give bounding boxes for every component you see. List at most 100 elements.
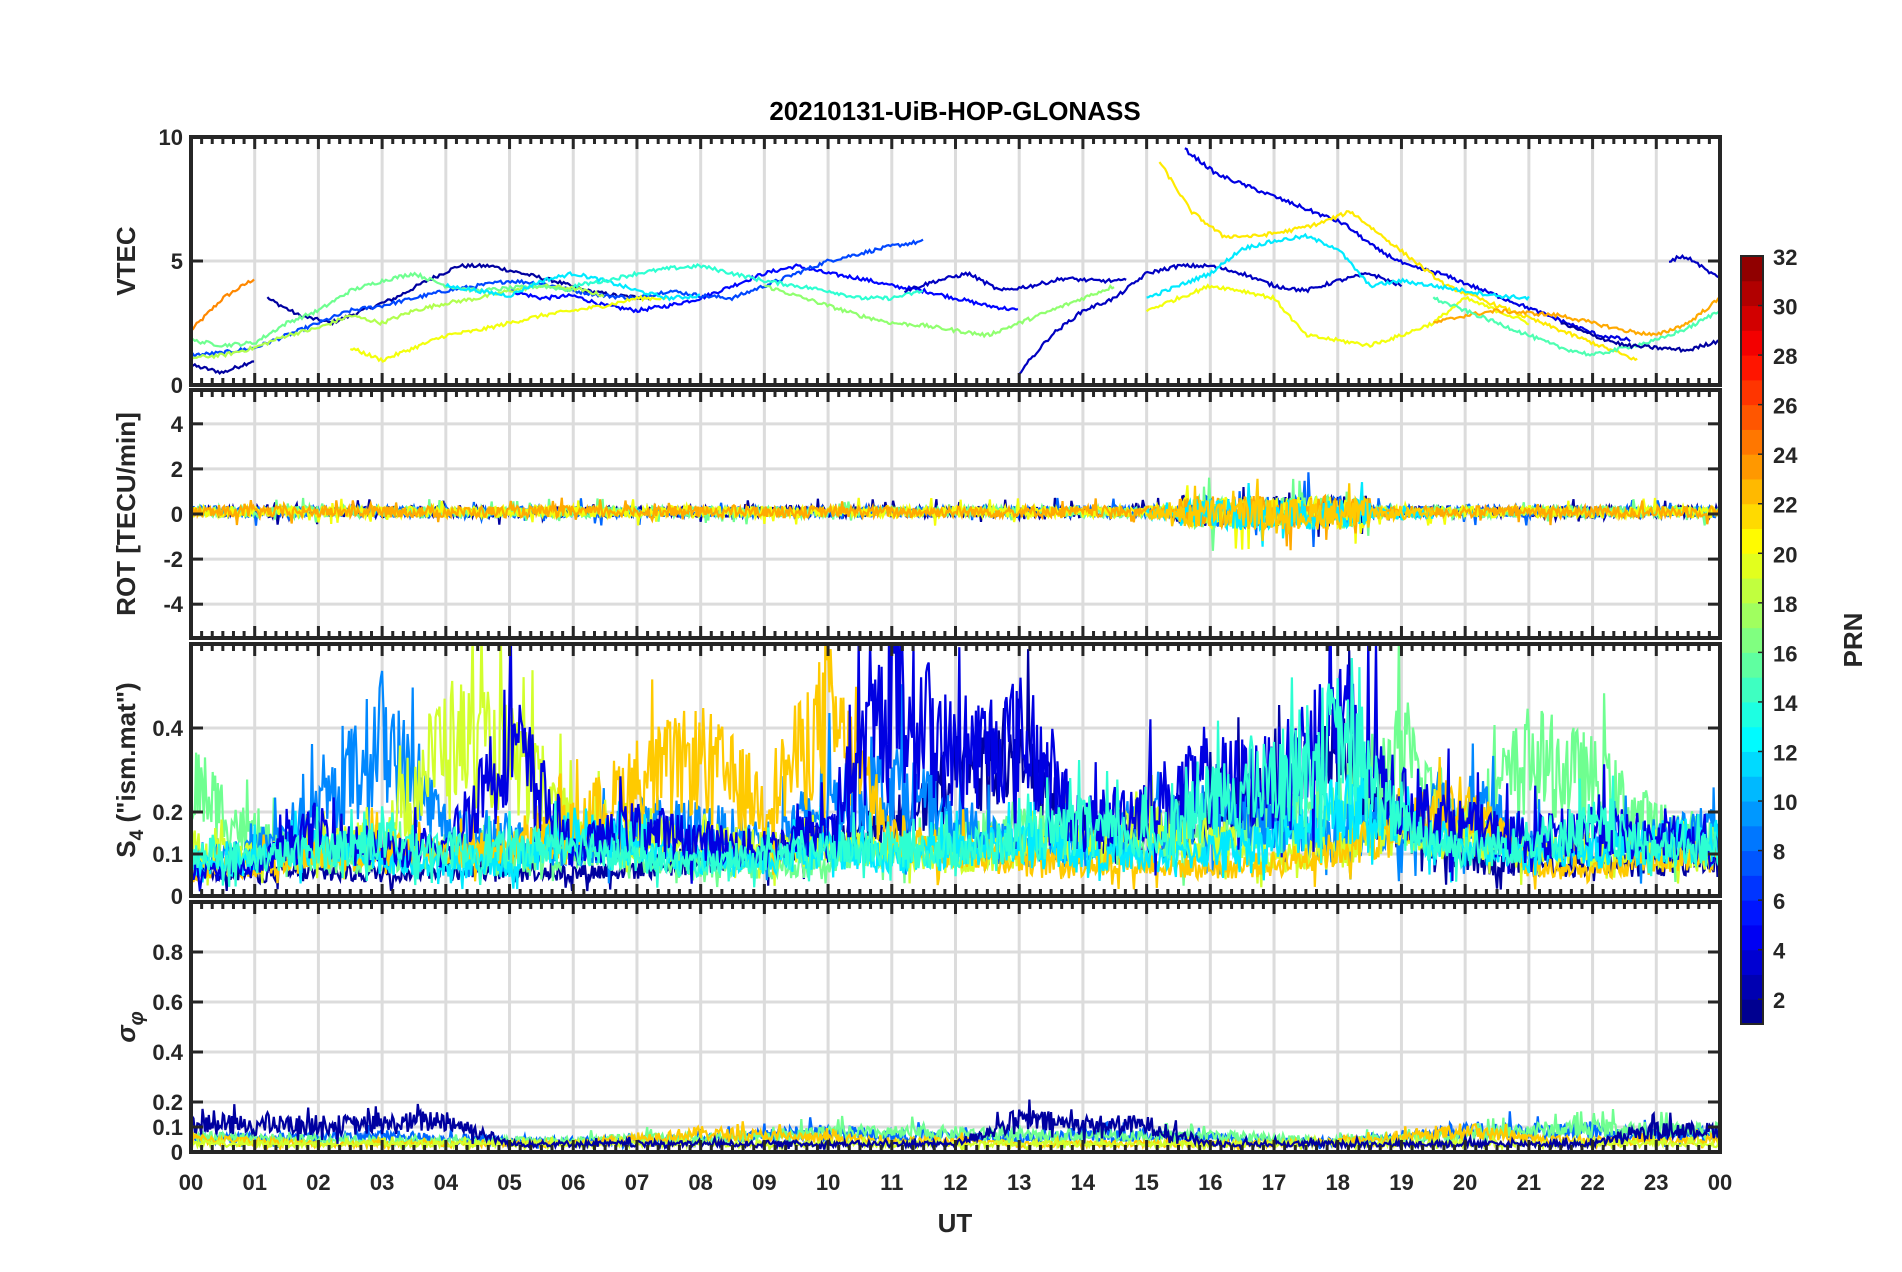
colorbar-box	[1740, 255, 1764, 1025]
colorbar-tick-label: 12	[1773, 740, 1797, 765]
panel-s4: 0 0.1 0.2 0.4S4 ("ism.mat")	[111, 642, 1722, 909]
colorbar-band	[1741, 900, 1763, 926]
x-tick-label: 05	[497, 1170, 521, 1195]
colorbar-band	[1741, 478, 1763, 505]
x-tick-label: 08	[688, 1170, 712, 1195]
panel-sigma-phi: 00.10.2 0.4 0.6 0.8 σφ	[111, 900, 1722, 1165]
x-tick-label: 16	[1198, 1170, 1222, 1195]
colorbar-band	[1741, 677, 1763, 703]
series-prn-17	[763, 284, 1115, 339]
x-tick-label: 06	[561, 1170, 585, 1195]
x-tick-label: 21	[1517, 1170, 1541, 1195]
y-axis-label: S4 ("ism.mat")	[111, 682, 148, 857]
y-tick-label: -2	[163, 547, 183, 572]
y-tick-label: 4	[171, 412, 184, 437]
series-prn-12	[1146, 232, 1530, 301]
series-prn-14	[191, 657, 1720, 888]
colorbar-band	[1741, 875, 1763, 901]
x-tick-label: 17	[1262, 1170, 1286, 1195]
colorbar-tick-label: 14	[1773, 691, 1798, 716]
colorbar-band	[1741, 553, 1763, 579]
y-tick-label: 0.1	[152, 1115, 183, 1140]
x-tick-label: 10	[816, 1170, 840, 1195]
colorbar-tick-label: 8	[1773, 840, 1785, 865]
y-tick-label: 0.8	[152, 940, 183, 965]
chart-title: 20210131-UiB-HOP-GLONASS	[769, 96, 1140, 126]
colorbar-band	[1741, 528, 1763, 554]
colorbar-band	[1741, 355, 1763, 381]
series-prn-2	[1560, 297, 1720, 354]
series-prn-20	[191, 485, 1720, 550]
x-tick-label: 00	[179, 1170, 203, 1195]
colorbar-band	[1741, 652, 1763, 678]
y-tick-label: 0.1	[152, 842, 183, 867]
x-tick-label: 02	[306, 1170, 330, 1195]
series-prn-22	[1145, 478, 1435, 542]
series-group	[191, 644, 1720, 892]
y-tick-label: 0	[171, 373, 183, 398]
colorbar-tick-label: 16	[1773, 641, 1797, 666]
colorbar-tick-label: 32	[1773, 245, 1797, 270]
series-prn-23	[1433, 296, 1720, 337]
series-prn-4	[191, 644, 1720, 892]
x-tick-label: 11	[880, 1170, 903, 1195]
x-tick-label: 18	[1326, 1170, 1350, 1195]
colorbar-tick-label: 4	[1773, 939, 1786, 964]
x-tick-label: 12	[943, 1170, 967, 1195]
y-tick-label: -4	[163, 592, 183, 617]
series-group	[191, 472, 1720, 551]
y-tick-label: 0	[171, 502, 183, 527]
series-prn-12	[445, 271, 701, 302]
colorbar-band	[1741, 999, 1763, 1025]
series-prn-20	[1145, 283, 1530, 349]
series-prn-5	[509, 263, 1019, 314]
colorbar-band	[1741, 825, 1763, 852]
colorbar-tick-label: 28	[1773, 344, 1797, 369]
colorbar-band	[1741, 578, 1763, 604]
colorbar-tick-label: 10	[1773, 790, 1797, 815]
colorbar-band	[1741, 379, 1763, 406]
series-prn-14	[572, 263, 924, 302]
y-tick-label: 0.2	[152, 1090, 183, 1115]
colorbar-band	[1741, 256, 1763, 282]
series-prn-4	[1184, 147, 1631, 343]
colorbar-tick-label: 18	[1773, 592, 1797, 617]
colorbar-band	[1741, 429, 1763, 455]
x-tick-label: 07	[625, 1170, 649, 1195]
y-tick-label: 2	[171, 457, 183, 482]
colorbar-band	[1741, 949, 1763, 975]
x-tick-label: 01	[242, 1170, 266, 1195]
y-tick-label: 0.4	[152, 716, 183, 741]
x-tick-label: 14	[1071, 1170, 1096, 1195]
series-prn-16	[191, 271, 574, 349]
colorbar-band	[1741, 404, 1763, 430]
colorbar-tick-label: 30	[1773, 295, 1797, 320]
series-prn-20	[349, 294, 669, 363]
x-tick-label: 04	[434, 1170, 459, 1195]
panel-vtec: 0 5 10 VTEC	[111, 125, 1722, 398]
colorbar-band	[1741, 330, 1763, 356]
y-axis-label: σφ	[111, 1011, 148, 1042]
colorbar-band	[1741, 627, 1763, 653]
series-prn-3	[1668, 254, 1720, 279]
x-tick-label: 13	[1007, 1170, 1031, 1195]
series-prn-21	[1158, 161, 1638, 362]
colorbar-band	[1741, 726, 1763, 752]
series-prn-2	[191, 360, 255, 376]
series-group	[191, 147, 1720, 376]
y-tick-label: 5	[171, 249, 183, 274]
y-tick-label: 10	[159, 125, 183, 150]
colorbar-band	[1741, 751, 1763, 777]
y-tick-label: 0.2	[152, 800, 183, 825]
y-axis-label: ROT [TECU/min]	[111, 412, 141, 616]
colorbar-tick-label: 2	[1773, 988, 1785, 1013]
y-axis-label: VTEC	[111, 226, 141, 296]
x-tick-label: 22	[1580, 1170, 1604, 1195]
x-tick-label: 03	[370, 1170, 394, 1195]
colorbar-label: PRN	[1838, 613, 1868, 668]
colorbar-band	[1741, 305, 1763, 331]
colorbar-tick-label: 26	[1773, 394, 1797, 419]
series-prn-3	[903, 270, 1127, 294]
series-prn-3	[1018, 262, 1403, 375]
